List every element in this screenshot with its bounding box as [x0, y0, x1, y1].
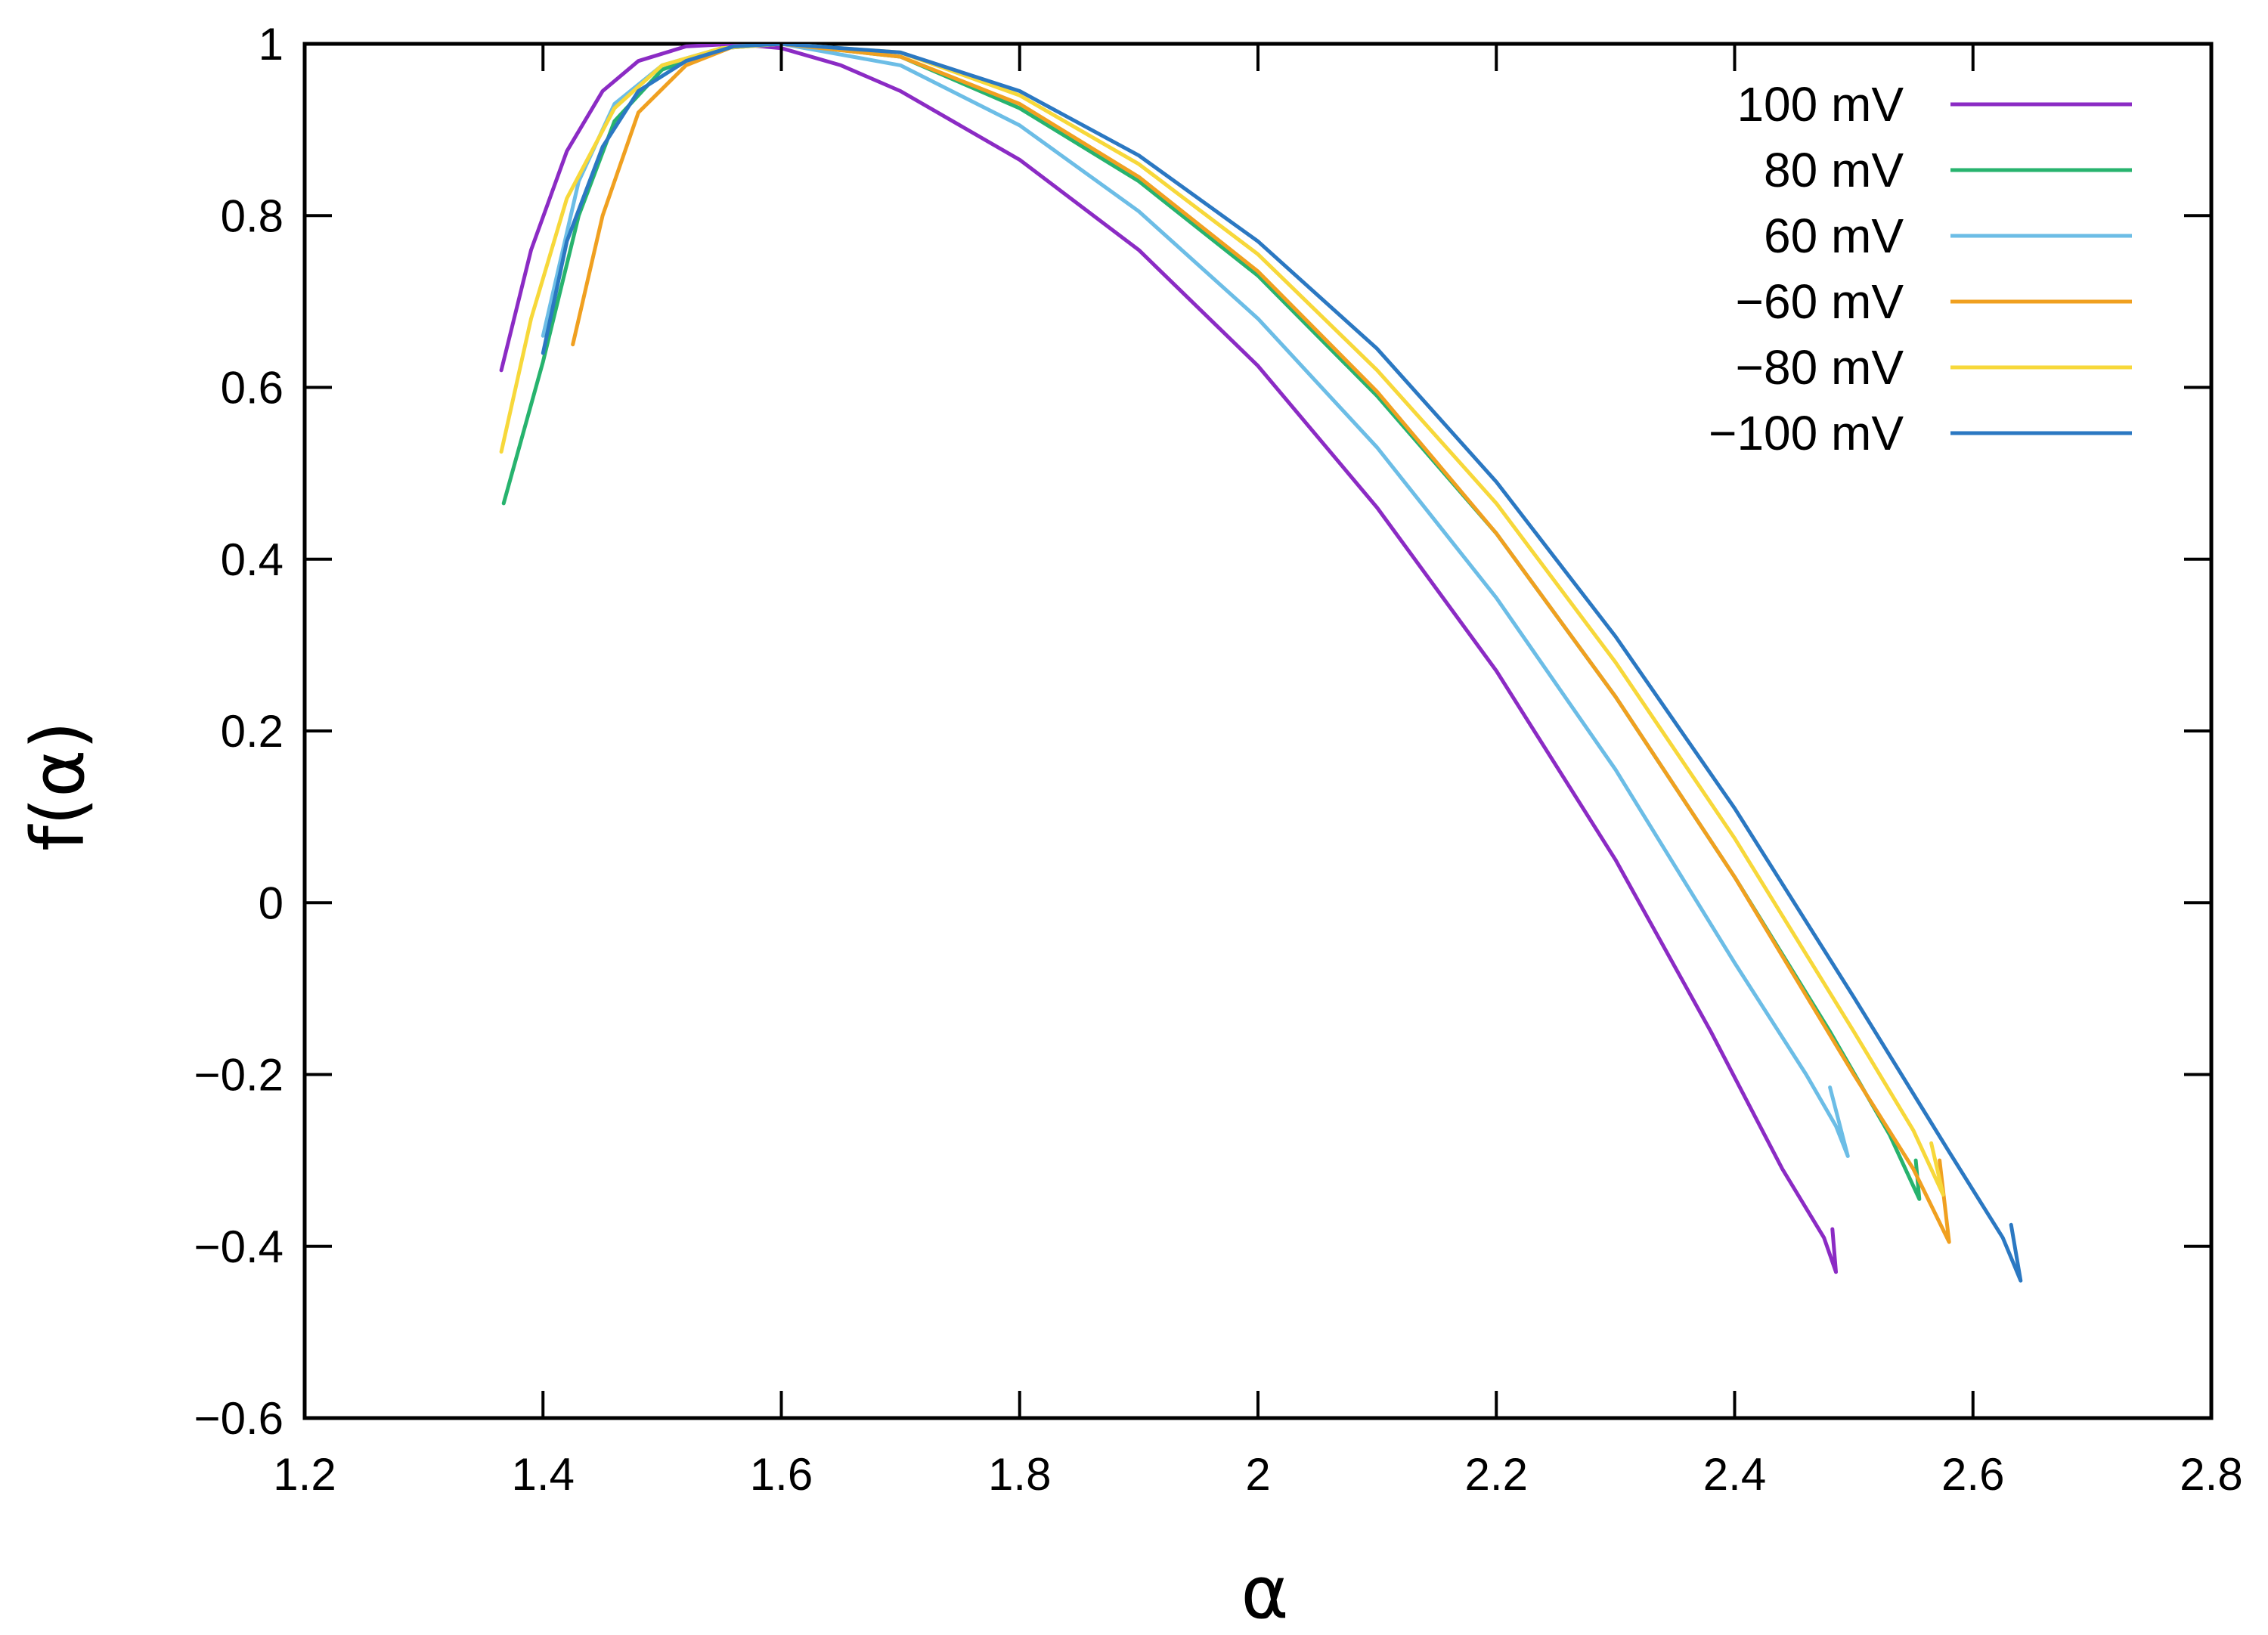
x-tick-label: 1.4	[512, 1449, 575, 1500]
x-tick-label: 1.2	[273, 1449, 336, 1500]
y-tick-label: 0.8	[221, 190, 284, 241]
legend-label: 60 mV	[1764, 209, 1904, 263]
x-tick-label: 2.6	[1941, 1449, 2004, 1500]
series-line	[541, 44, 1850, 1158]
series-line	[499, 44, 1945, 1197]
y-tick-label: 0.4	[221, 534, 284, 585]
x-tick-label: 1.6	[750, 1449, 813, 1500]
series-line	[541, 44, 2023, 1283]
legend: 100 mV 80 mV 60 mV −60 mV −80 mV −100 mV	[1709, 77, 2132, 460]
x-axis-title: α	[1241, 1550, 1288, 1635]
legend-label: −60 mV	[1736, 274, 1904, 329]
legend-label: −80 mV	[1736, 340, 1904, 395]
y-tick-label: 0.6	[221, 363, 284, 413]
y-tick-label: 0.2	[221, 706, 284, 757]
x-tick-label: 2.8	[2180, 1449, 2242, 1500]
series-line	[571, 44, 1951, 1244]
x-tick-label: 2	[1245, 1449, 1270, 1500]
y-tick-label: 1	[259, 19, 284, 70]
y-tick-label: 0	[259, 878, 284, 928]
y-tick-label: −0.4	[194, 1222, 284, 1272]
plot-frame	[302, 42, 2214, 1420]
x-tick-label: 1.8	[988, 1449, 1051, 1500]
y-tick-label: −0.6	[194, 1393, 284, 1444]
x-tick-label: 2.4	[1703, 1449, 1766, 1500]
y-axis-title: f(α)	[16, 721, 101, 851]
y-tick-label: −0.2	[194, 1050, 284, 1101]
x-tick-label: 2.2	[1465, 1449, 1528, 1500]
series-line	[499, 44, 1838, 1274]
legend-label: 100 mV	[1737, 77, 1904, 132]
legend-label: 80 mV	[1764, 143, 1904, 197]
legend-label: −100 mV	[1709, 406, 1904, 460]
axis-ticks: 1.2 1.4 1.6 1.8 2 2.2 2.4 2.6 2.8 1 0.8 0.6 0.4 0.2 0 −…	[194, 19, 2243, 1500]
plot-area	[302, 42, 2214, 1420]
